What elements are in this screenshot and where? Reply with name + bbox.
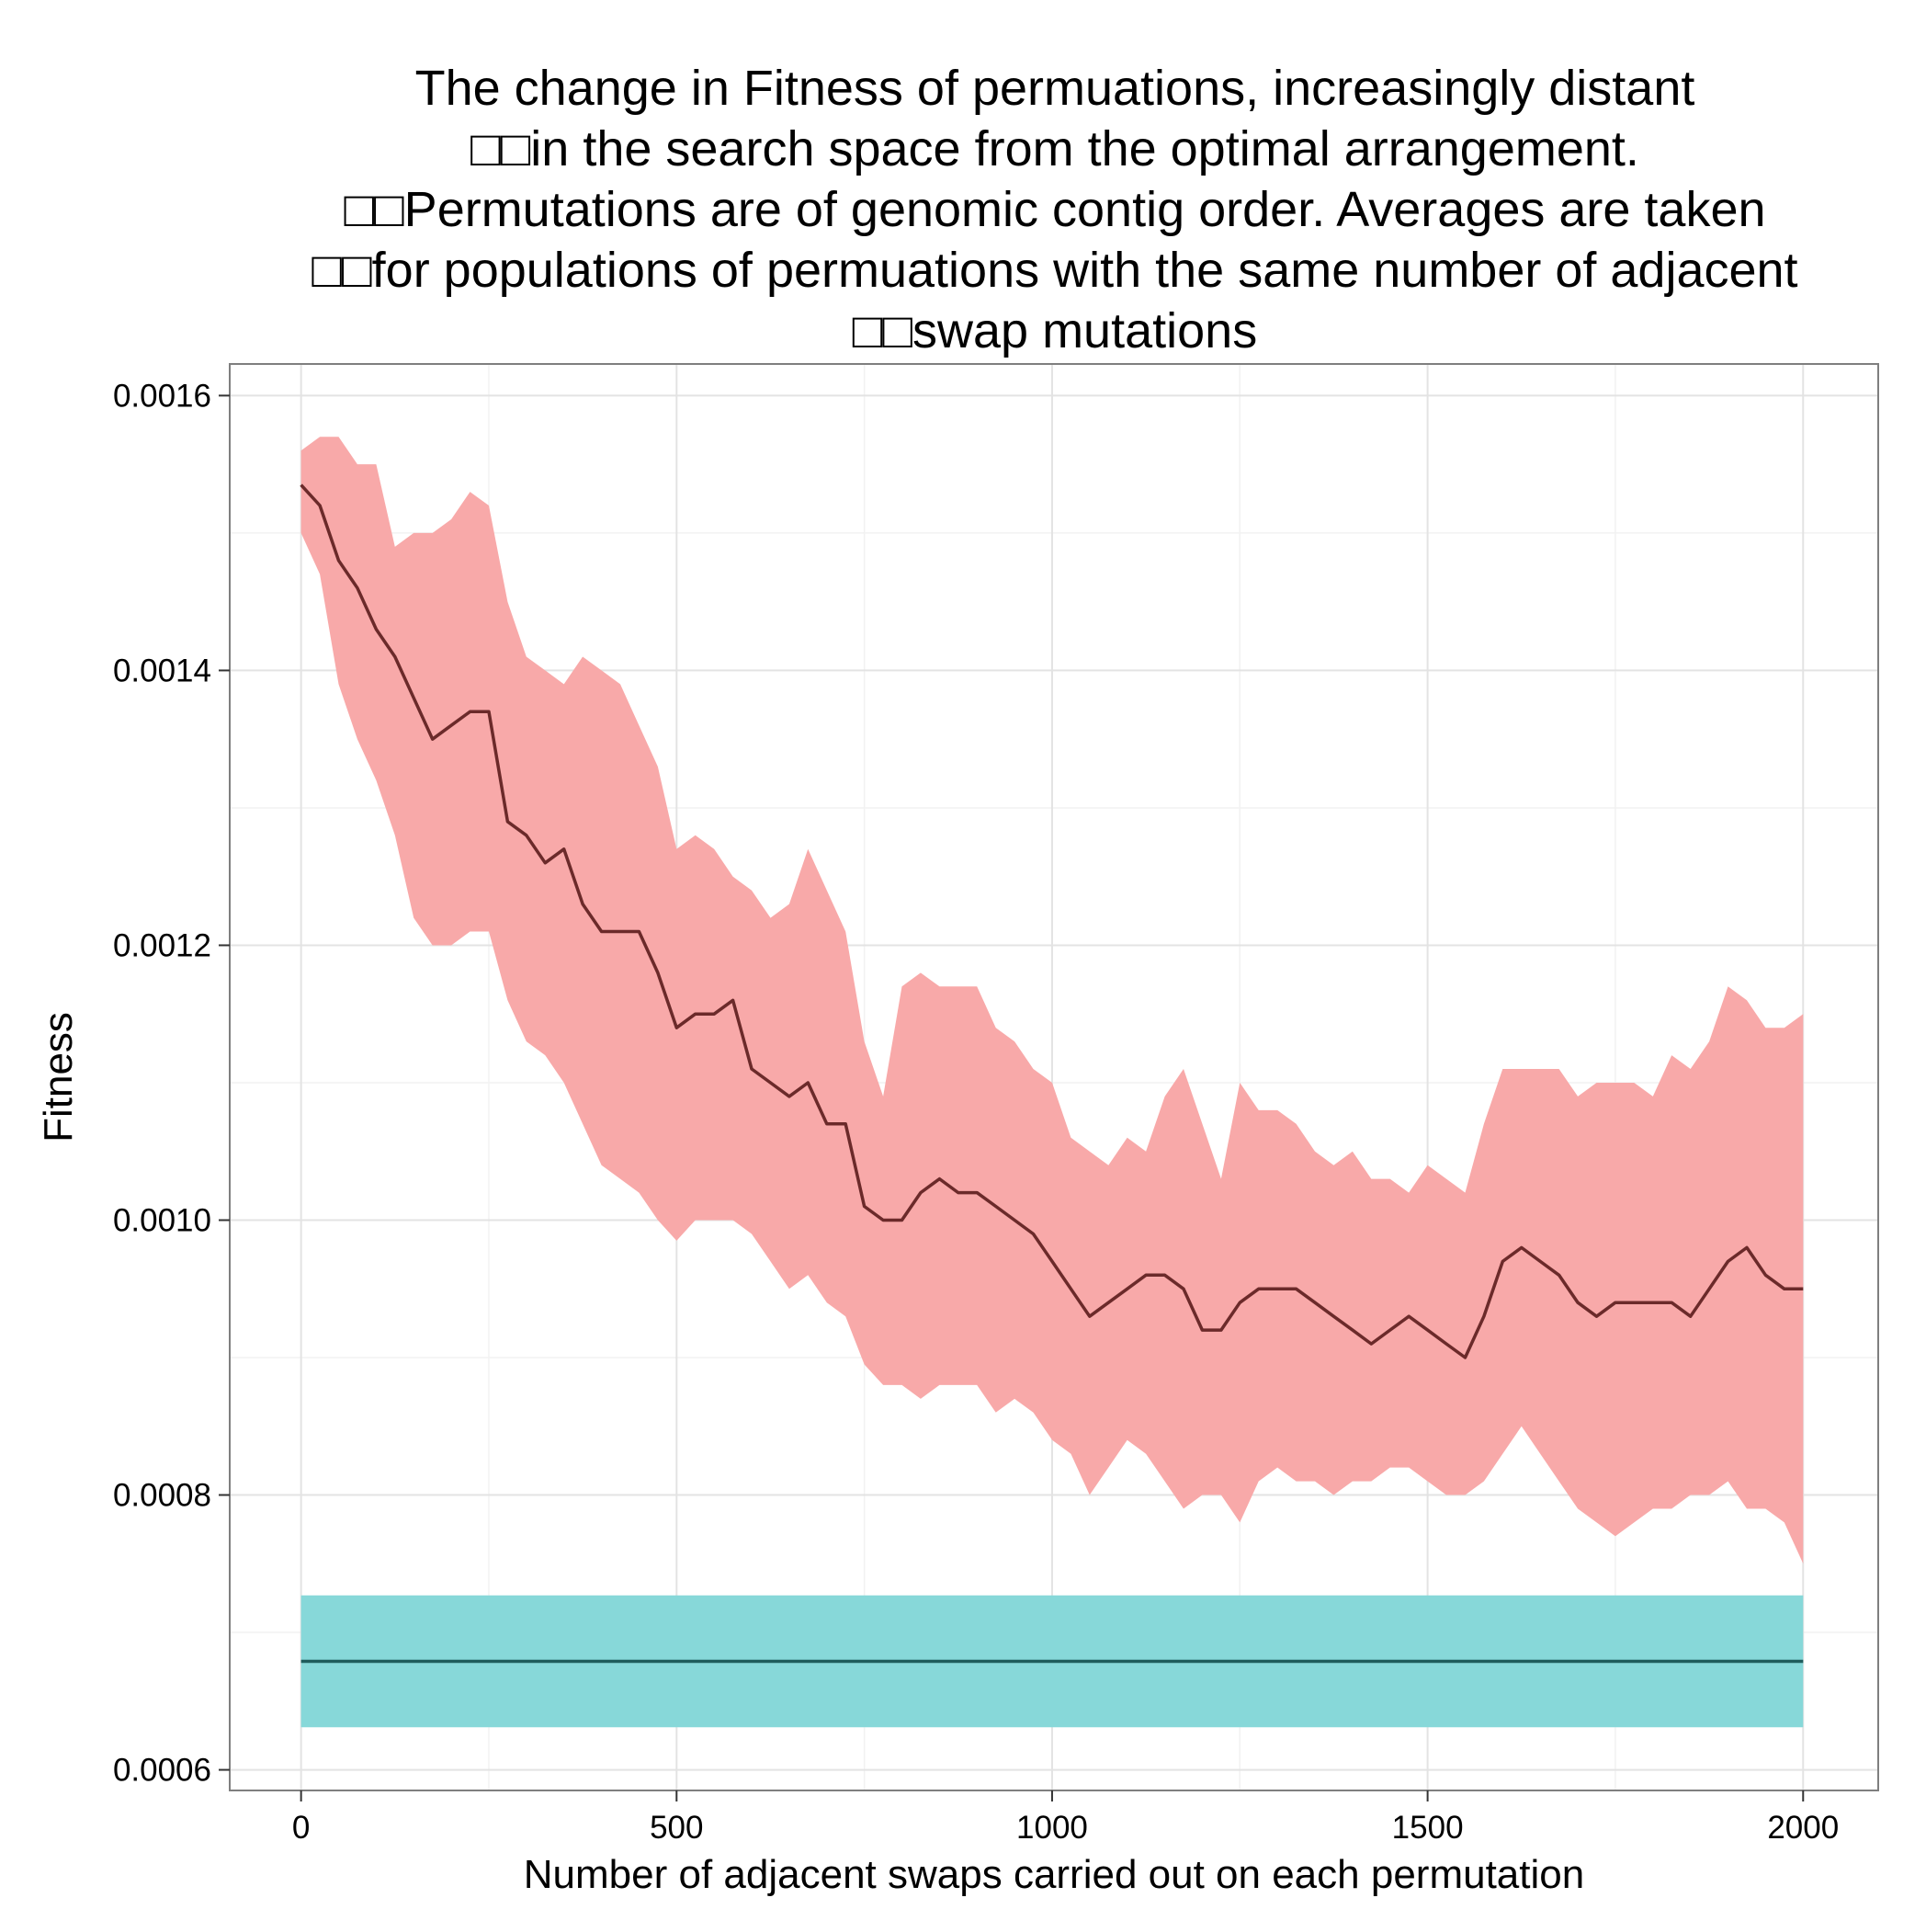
y-tick-label: 0.0006: [113, 1753, 211, 1789]
x-axis-title: Number of adjacent swaps carried out on …: [524, 1852, 1584, 1897]
chart-title: The change in Fitness of permuations, in…: [312, 61, 1797, 358]
y-axis-title: Fitness: [36, 1012, 81, 1142]
x-tick-label: 0: [292, 1810, 310, 1846]
x-tick-label: 2000: [1767, 1810, 1839, 1846]
chart-title-line: □□in the search space from the optimal a…: [470, 121, 1639, 176]
y-tick-label: 0.0010: [113, 1202, 211, 1238]
mean-lines: [300, 483, 1804, 1664]
y-axis: 0.0006 0.0008 0.0010 0.0012 0.0014 0.0016: [113, 378, 230, 1789]
x-tick-label: 1500: [1392, 1810, 1464, 1846]
y-tick-label: 0.0012: [113, 927, 211, 963]
plot-border: [229, 363, 1879, 1791]
y-tick-label: 0.0016: [113, 378, 211, 414]
x-tick-label: 1000: [1016, 1810, 1088, 1846]
x-axis: 0 500 1000 1500 2000: [292, 1790, 1839, 1846]
chart-title-line: □□swap mutations: [853, 303, 1257, 358]
y-tick-label: 0.0008: [113, 1478, 211, 1514]
y-tick-label: 0.0014: [113, 653, 211, 688]
x-tick-label: 500: [650, 1810, 703, 1846]
chart-title-line: The change in Fitness of permuations, in…: [415, 61, 1695, 116]
line-series-0: [300, 483, 1804, 1359]
chart-title-line: □□for populations of permuations with th…: [312, 243, 1797, 298]
ribbon-series-0: [300, 437, 1804, 1564]
chart-title-line: □□Permutations are of genomic contig ord…: [344, 182, 1765, 237]
